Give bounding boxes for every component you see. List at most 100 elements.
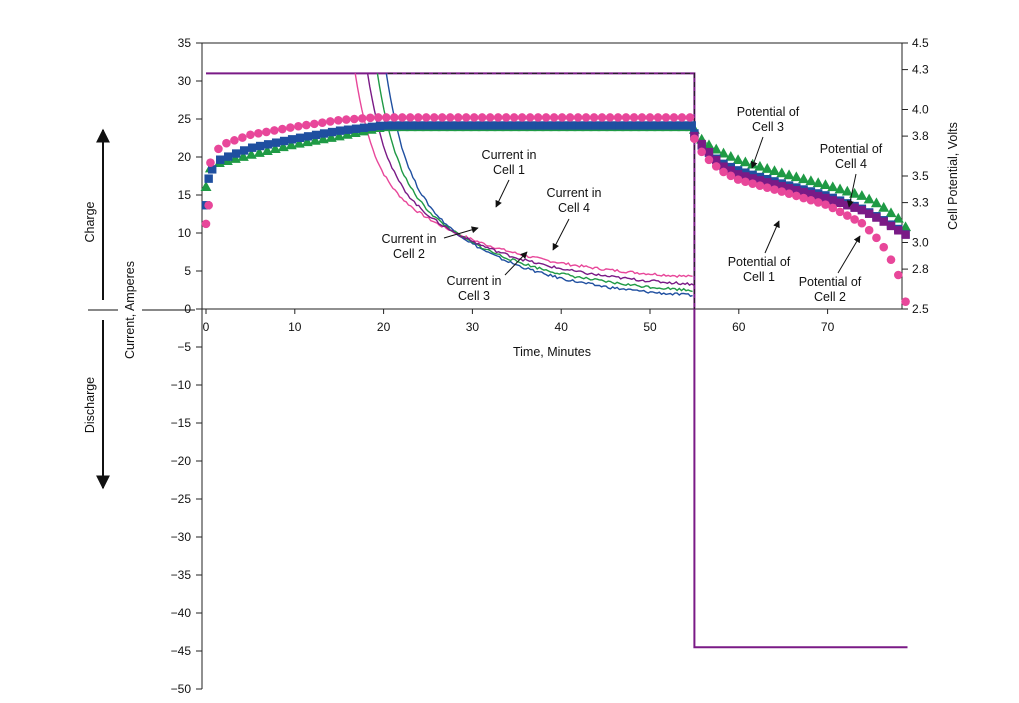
annotation-line: Current in	[447, 274, 502, 288]
potential-marker-cell-2	[487, 121, 497, 130]
potential-marker-cell-2	[359, 123, 369, 133]
plot-frame	[201, 42, 903, 689]
potential-marker-cell-2	[287, 135, 297, 144]
potential-marker-cell-4	[770, 180, 779, 189]
potential-marker-cell-1	[835, 207, 845, 217]
potential-marker-cell-4	[719, 162, 728, 171]
potential-marker-cell-3	[892, 212, 904, 223]
y-left-tick-label: −30	[171, 530, 192, 544]
current-series-layer	[354, 73, 695, 297]
potential-marker-cell-4	[733, 170, 743, 179]
potential-marker-cell-1	[669, 113, 679, 122]
potential-marker-cell-3	[333, 130, 345, 141]
annotation-line: Cell 3	[458, 289, 490, 303]
annotation-line: Cell 2	[814, 290, 846, 304]
y-right-axis-ticks: 4.5 4.3 4.0 3.8 3.5 3.3 3.0 2.8 2.5	[902, 36, 929, 316]
potential-marker-cell-1	[525, 113, 535, 122]
potential-marker-cell-1	[685, 113, 695, 122]
annotation-line: Current in	[482, 148, 537, 162]
potential-marker-cell-2	[271, 138, 281, 147]
potential-marker-cell-1	[597, 113, 607, 122]
potential-marker-cell-3	[761, 163, 773, 173]
potential-marker-cell-3	[768, 165, 780, 176]
potential-marker-cell-3	[325, 132, 337, 142]
potential-marker-cell-2	[423, 121, 433, 130]
potential-marker-cell-4	[741, 172, 750, 181]
potential-marker-cell-1	[850, 215, 859, 224]
potential-marker-cell-1	[733, 175, 743, 184]
potential-marker-cell-4	[850, 203, 859, 212]
potential-marker-cell-1	[770, 185, 779, 194]
potential-marker-cell-1	[653, 113, 663, 122]
potential-marker-cell-1	[893, 270, 903, 280]
potential-marker-cell-1	[613, 113, 623, 122]
charge-label: Charge	[83, 201, 97, 242]
potential-marker-cell-4	[748, 174, 757, 183]
potential-marker-cell-1	[302, 120, 311, 130]
annotation-line: Cell 3	[752, 120, 784, 134]
potential-marker-cell-2	[495, 121, 505, 130]
potential-marker-cell-1	[509, 113, 519, 122]
potential-marker-cell-2	[399, 121, 409, 130]
potential-marker-cell-3	[870, 197, 882, 208]
potential-marker-cell-1	[777, 187, 787, 196]
potential-marker-cell-2	[415, 121, 425, 130]
potential-marker-cell-2	[295, 133, 305, 143]
potential-marker-cell-1	[381, 113, 391, 122]
potential-marker-cell-2	[239, 146, 249, 155]
potential-marker-cell-4	[821, 193, 830, 203]
potential-marker-cell-1	[286, 123, 295, 132]
potential-marker-cell-1	[469, 113, 479, 122]
potential-marker-cell-1	[445, 113, 455, 122]
potential-marker-cell-4	[799, 187, 808, 197]
potential-marker-cell-1	[886, 255, 896, 265]
annotation-line: Cell 2	[393, 247, 425, 261]
y-right-tick-label: 3.8	[912, 129, 929, 143]
potential-marker-cell-1	[901, 297, 910, 306]
potential-marker-cell-1	[690, 134, 699, 144]
potential-marker-cell-2	[527, 121, 537, 130]
potential-marker-cell-1	[843, 211, 852, 220]
potential-marker-cell-2	[599, 121, 609, 130]
potential-marker-cell-4	[886, 221, 896, 231]
potential-marker-cell-1	[719, 167, 728, 177]
potential-marker-cell-3	[798, 173, 810, 184]
x-axis-ticks: 0 10 20 30 40 50 60 70	[203, 309, 835, 334]
potential-marker-cell-1	[637, 113, 647, 122]
potential-marker-cell-2	[671, 121, 680, 130]
potential-marker-cell-1	[755, 181, 765, 190]
y-left-tick-label: −25	[171, 492, 192, 506]
potential-marker-cell-2	[351, 124, 361, 133]
potential-marker-cell-1	[310, 119, 319, 129]
current-line-2	[385, 73, 693, 297]
x-tick-label: 0	[203, 320, 210, 334]
potential-marker-cell-1	[389, 113, 399, 122]
potential-marker-cell-1	[405, 113, 415, 122]
potential-marker-cell-4	[901, 230, 910, 239]
potential-marker-cell-1	[501, 113, 511, 122]
y-right-tick-label: 4.5	[912, 36, 929, 50]
potential-marker-cell-1	[349, 114, 359, 124]
potential-marker-cell-1	[726, 171, 736, 181]
potential-marker-cell-1	[661, 113, 671, 122]
annotation-potential-cell-2: Potential of Cell 2	[799, 235, 862, 304]
potential-marker-cell-1	[806, 195, 816, 205]
potential-marker-cell-1	[697, 147, 706, 157]
y-left-tick-label: 25	[178, 112, 192, 126]
potential-marker-cell-1	[573, 113, 583, 122]
y-left-tick-label: 35	[178, 36, 192, 50]
applied-current-line	[206, 72, 908, 649]
potential-marker-cell-4	[835, 198, 845, 207]
potential-marker-cell-1	[589, 113, 599, 122]
potential-marker-cell-4	[872, 213, 881, 222]
potential-marker-cell-1	[429, 113, 439, 122]
potential-marker-cell-1	[748, 179, 757, 189]
potential-marker-cell-4	[763, 178, 772, 187]
potential-marker-cell-4	[813, 191, 823, 201]
potential-marker-cell-1	[879, 242, 889, 252]
potential-marker-cell-1	[294, 121, 303, 131]
potential-marker-cell-4	[697, 139, 706, 149]
